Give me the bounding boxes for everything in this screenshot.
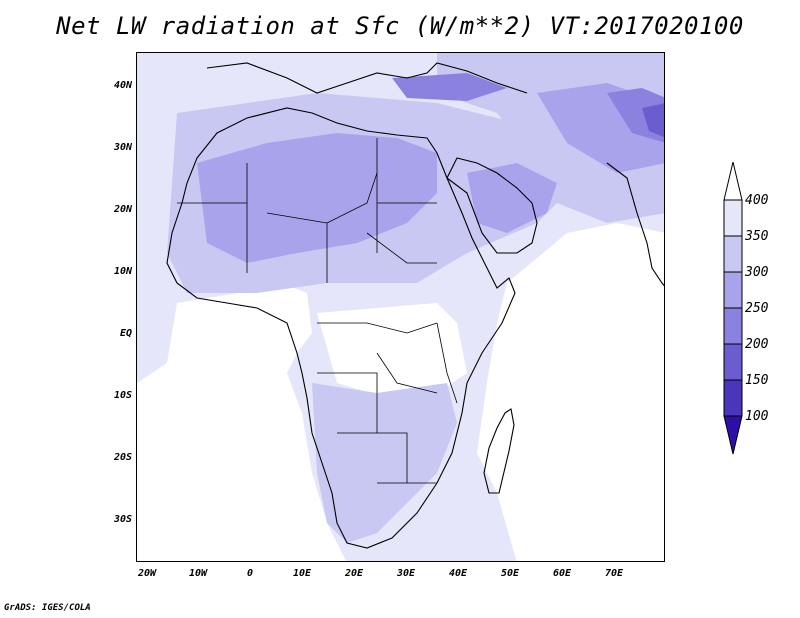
- lon-label-40e: 40E: [448, 568, 468, 579]
- lon-label-20e: 20E: [344, 568, 364, 579]
- chart-title: Net LW radiation at Sfc (W/m**2) VT:2017…: [56, 12, 744, 40]
- lat-label-30n: 30N: [113, 142, 132, 153]
- lon-label-70e: 70E: [604, 568, 624, 579]
- colorbar-lt100: [723, 415, 743, 455]
- lat-label-10s: 10S: [113, 390, 132, 401]
- colorbar-300-350: [723, 235, 743, 273]
- colorbar-label-300: 300: [745, 265, 769, 280]
- colorbar-350-400: [723, 199, 743, 237]
- lat-label-30s: 30S: [113, 514, 132, 525]
- lon-label-10w: 10W: [188, 568, 208, 579]
- colorbar-150-200: [723, 343, 743, 381]
- colorbar-label-350: 350: [745, 229, 769, 244]
- coastline-india: [606, 162, 664, 287]
- colorbar-label-100: 100: [745, 409, 769, 424]
- credit-text: GrADS: IGES/COLA: [4, 603, 91, 613]
- coastline-med: [206, 62, 528, 94]
- field-200-turkey: [392, 73, 507, 101]
- colorbar-100-150: [723, 379, 743, 417]
- colorbar-label-200: 200: [745, 337, 769, 352]
- country-borders: [177, 138, 458, 484]
- lon-label-30e: 30E: [396, 568, 416, 579]
- field-300-southern: [312, 383, 457, 543]
- coastline-africa: [166, 107, 516, 549]
- map-panel: [136, 52, 665, 562]
- lat-label-eq: EQ: [119, 328, 132, 339]
- field-white-interior: [317, 303, 467, 398]
- field-white-atlantic: [137, 285, 346, 561]
- lat-label-20s: 20S: [113, 452, 132, 463]
- lat-label-40n: 40N: [113, 80, 132, 91]
- lon-label-0: 0: [246, 568, 254, 579]
- field-white-indian: [477, 223, 664, 561]
- lon-label-10e: 10E: [292, 568, 312, 579]
- colorbar: [723, 162, 743, 455]
- lon-label-50e: 50E: [500, 568, 520, 579]
- map-field: [137, 53, 664, 561]
- lat-label-20n: 20N: [113, 204, 132, 215]
- coastline-madagascar: [483, 408, 515, 494]
- lon-label-20w: 20W: [137, 568, 157, 579]
- colorbar-200-250: [723, 307, 743, 345]
- colorbar-250-300: [723, 271, 743, 309]
- colorbar-gt400: [723, 162, 743, 201]
- coastline-arabia: [446, 157, 538, 254]
- lat-label-10n: 10N: [113, 266, 132, 277]
- lon-label-60e: 60E: [552, 568, 572, 579]
- colorbar-label-250: 250: [745, 301, 769, 316]
- field-250-arabia: [467, 163, 557, 233]
- colorbar-label-400: 400: [745, 193, 769, 208]
- field-150-himalaya: [642, 103, 664, 138]
- colorbar-label-150: 150: [745, 373, 769, 388]
